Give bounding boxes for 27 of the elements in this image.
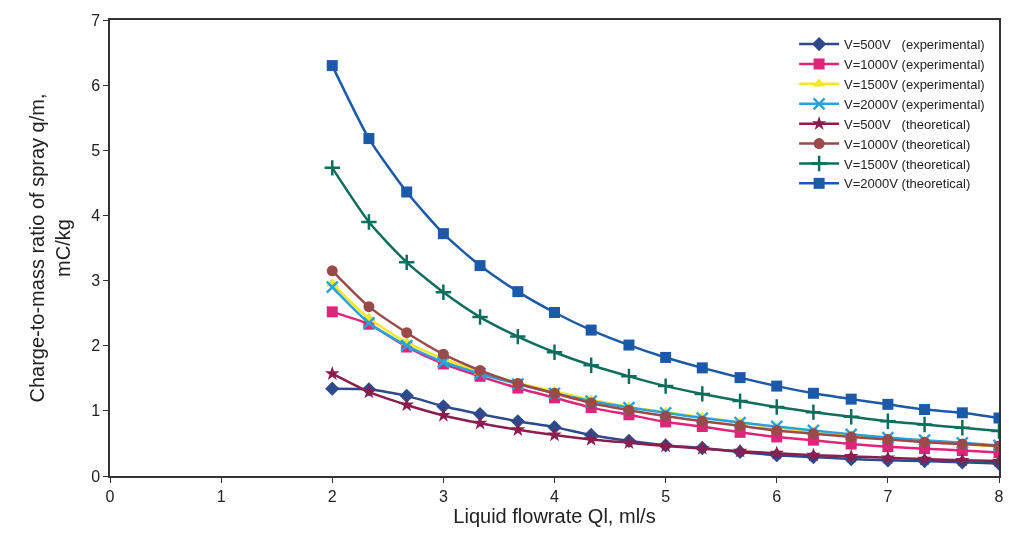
legend-label: V=2000V (theoretical) xyxy=(844,176,971,192)
y-tick-label: 2 xyxy=(91,337,101,355)
legend-label: V=2000V (experimental) xyxy=(844,96,985,112)
y-tick-label: 5 xyxy=(91,141,101,159)
x-tick-label: 1 xyxy=(216,487,226,505)
y-tick-label: 6 xyxy=(91,76,101,94)
legend-label: V=1500V (theoretical) xyxy=(844,156,971,172)
x-tick-label: 4 xyxy=(550,487,560,505)
x-tick-label: 8 xyxy=(994,487,1004,505)
y-axis-title: Charge-to-mass ratio of spray q/m, mC/kg xyxy=(26,93,75,403)
legend-label: V=500V (experimental) xyxy=(844,37,985,53)
x-tick-label: 7 xyxy=(883,487,893,505)
x-axis-title: Liquid flowrate Ql, ml/s xyxy=(453,504,656,527)
y-tick-label: 7 xyxy=(91,11,101,29)
y-tick-label: 1 xyxy=(91,402,101,420)
legend-label: V=1000V (theoretical) xyxy=(844,136,971,152)
legend-label: V=1000V (experimental) xyxy=(844,57,985,73)
x-tick-label: 3 xyxy=(438,487,448,505)
y-tick-label: 4 xyxy=(91,207,101,225)
y-tick-label: 0 xyxy=(91,467,101,485)
legend-label: V=1500V (experimental) xyxy=(844,76,985,92)
x-tick-label: 6 xyxy=(772,487,782,505)
x-tick-label: 2 xyxy=(327,487,337,505)
x-tick-label: 5 xyxy=(661,487,671,505)
y-tick-label: 3 xyxy=(91,272,101,290)
legend-label: V=500V (theoretical) xyxy=(844,116,971,132)
x-tick-label: 0 xyxy=(105,487,115,505)
